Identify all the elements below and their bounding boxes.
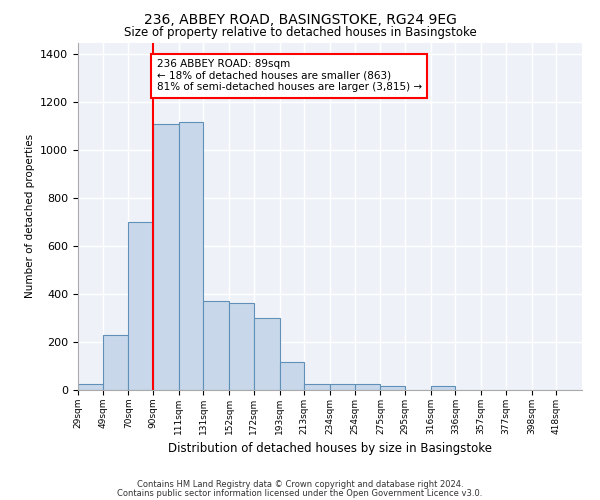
Bar [203, 302, 229, 390]
Bar [179, 122, 203, 390]
Bar [153, 124, 179, 390]
Text: 236, ABBEY ROAD, BASINGSTOKE, RG24 9EG: 236, ABBEY ROAD, BASINGSTOKE, RG24 9EG [143, 12, 457, 26]
Bar [380, 386, 405, 390]
Bar [330, 384, 355, 390]
Bar [431, 386, 455, 390]
Text: Contains public sector information licensed under the Open Government Licence v3: Contains public sector information licen… [118, 488, 482, 498]
Y-axis label: Number of detached properties: Number of detached properties [25, 134, 35, 298]
Bar [229, 302, 254, 390]
Bar [78, 384, 103, 390]
Bar [103, 335, 128, 390]
Bar [355, 384, 380, 390]
Bar [280, 362, 304, 390]
Text: Size of property relative to detached houses in Basingstoke: Size of property relative to detached ho… [124, 26, 476, 39]
X-axis label: Distribution of detached houses by size in Basingstoke: Distribution of detached houses by size … [168, 442, 492, 456]
Bar [128, 222, 153, 390]
Bar [304, 384, 330, 390]
Bar [254, 318, 280, 390]
Text: 236 ABBEY ROAD: 89sqm
← 18% of detached houses are smaller (863)
81% of semi-det: 236 ABBEY ROAD: 89sqm ← 18% of detached … [157, 60, 422, 92]
Text: Contains HM Land Registry data © Crown copyright and database right 2024.: Contains HM Land Registry data © Crown c… [137, 480, 463, 489]
